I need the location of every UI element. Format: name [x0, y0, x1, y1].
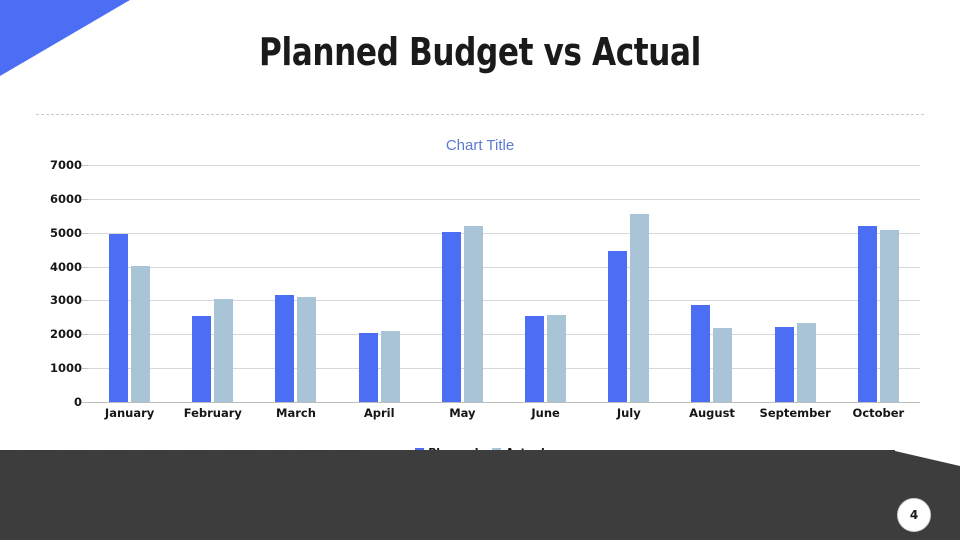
y-axis-tick-mark	[82, 232, 88, 234]
x-axis-tick-label: July	[616, 406, 641, 420]
bar-actual	[214, 299, 234, 402]
y-axis-tick-label: 1000	[49, 361, 82, 376]
bar-actual	[796, 323, 816, 402]
gridline	[88, 368, 920, 370]
bar-actual	[630, 213, 650, 402]
bar-group	[754, 165, 837, 402]
x-axis-tick-label: October	[852, 406, 905, 420]
bar-planned	[358, 332, 378, 402]
bar-planned	[192, 316, 212, 402]
bar-planned	[275, 295, 295, 402]
y-axis-tick-label: 2000	[49, 327, 82, 342]
bars-layer	[88, 165, 920, 402]
bar-actual	[463, 225, 483, 402]
chart-title: Chart Title	[445, 137, 515, 154]
bar-group	[587, 165, 670, 402]
y-axis-tick-label: 5000	[49, 225, 82, 240]
y-axis-tick-mark	[82, 334, 88, 336]
x-axis-labels: January February March April May June July Augu…	[88, 406, 920, 426]
bar-group	[254, 165, 337, 402]
x-axis-tick-label: April	[363, 406, 395, 420]
bar-planned	[441, 232, 461, 402]
bar-group	[504, 165, 587, 402]
corner-triangle-decoration	[0, 0, 130, 76]
bar-actual	[713, 327, 733, 402]
gridline	[88, 232, 920, 234]
bar-group	[88, 165, 171, 402]
bar-actual	[131, 265, 151, 402]
y-axis: 0 1000 2000 3000 4000 5000 6000 7000	[20, 158, 82, 409]
bar-planned	[525, 316, 545, 402]
bar-planned	[857, 225, 877, 402]
bar-group	[338, 165, 421, 402]
gridline	[88, 300, 920, 302]
bar-planned	[774, 326, 794, 402]
y-axis-tick-label: 0	[73, 395, 82, 409]
y-axis-tick-mark	[82, 368, 88, 370]
gridline	[88, 165, 920, 166]
bar-group	[421, 165, 504, 402]
bar-group	[171, 165, 254, 402]
gridline	[88, 402, 920, 403]
bar-actual	[879, 230, 899, 402]
y-axis-tick-label: 7000	[49, 158, 82, 172]
bottom-band-decoration	[0, 450, 960, 540]
x-axis-tick-label: January	[104, 406, 155, 420]
x-axis-tick-label: September	[759, 406, 831, 420]
bar-chart: 0 1000 2000 3000 4000 5000 6000 7000 January Feb…	[0, 158, 960, 420]
page-number-badge: 4	[897, 498, 931, 532]
bar-group	[837, 165, 920, 402]
bar-planned	[691, 304, 711, 402]
x-axis-tick-label: May	[449, 406, 476, 420]
y-axis-tick-mark	[82, 266, 88, 268]
y-axis-tick-mark	[82, 402, 88, 403]
y-axis-tick-label: 4000	[49, 259, 82, 274]
bar-actual	[547, 315, 567, 402]
gridline	[88, 266, 920, 268]
y-axis-tick-mark	[82, 165, 88, 166]
plot-gridlines	[88, 165, 920, 403]
bar-actual	[380, 330, 400, 402]
y-axis-tick-label: 6000	[49, 191, 82, 206]
y-axis-tick-label: 3000	[49, 293, 82, 308]
x-axis-tick-label: August	[689, 406, 735, 420]
bar-group	[670, 165, 753, 402]
gridline	[88, 198, 920, 200]
title-divider	[36, 114, 924, 115]
x-axis-tick-label: June	[531, 406, 560, 420]
x-axis-tick-label: February	[183, 406, 242, 420]
bar-actual	[297, 297, 317, 402]
y-axis-tick-mark	[82, 300, 88, 302]
x-axis-tick-label: March	[276, 406, 316, 420]
bar-planned	[608, 251, 628, 402]
page-title: Planned Budget vs Actual	[259, 30, 701, 74]
bar-planned	[109, 234, 129, 402]
gridline	[88, 334, 920, 336]
y-axis-tick-mark	[82, 198, 88, 200]
